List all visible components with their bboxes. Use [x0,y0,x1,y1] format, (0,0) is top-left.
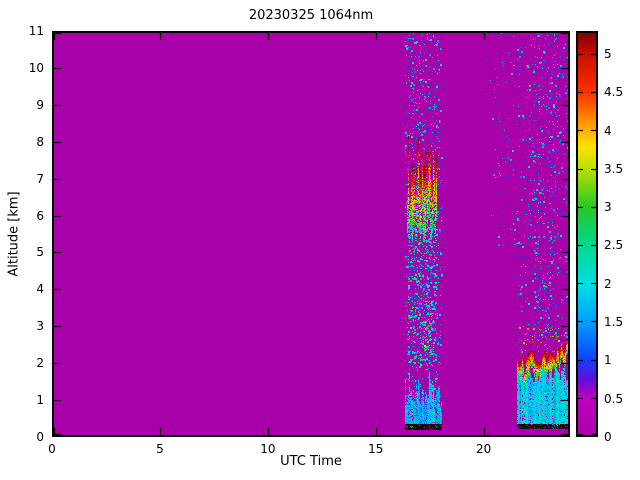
y-tick-label: 2 [36,356,44,371]
cb-tick-label: 3 [604,200,612,215]
cb-tick-label: 2 [604,276,612,291]
y-tick-label: 11 [28,24,44,38]
y-tick-label: 3 [36,319,44,334]
cb-tick-label: 4.5 [604,85,624,100]
heatmap-canvas [52,31,570,437]
cb-tick-label: 3.5 [604,161,624,176]
colorbar-canvas [576,31,598,437]
y-axis-label: Altitude [km] [6,191,22,277]
y-tick-label: 4 [36,282,44,297]
cb-tick-label: 1 [604,353,612,368]
y-tick-label: 7 [36,171,44,186]
x-tick-label: 5 [156,442,164,456]
y-tick-label: 9 [36,97,44,112]
y-tick-label: 10 [28,60,44,75]
x-tick-label: 10 [260,442,276,456]
chart-title: 20230325 1064nm [248,8,374,23]
cb-tick-label: 4 [604,123,612,138]
y-tick-label: 8 [36,134,44,149]
x-tick-label: 15 [368,442,384,456]
y-tick-label: 1 [36,393,44,408]
x-axis-label: UTC Time [280,454,342,469]
x-tick-label: 20 [476,442,492,456]
x-tick-label: 0 [48,442,56,456]
y-tick-label: 0 [36,430,44,444]
cb-tick-label: 2.5 [604,238,624,253]
cb-tick-label: 0 [604,430,612,444]
y-tick-label: 6 [36,208,44,223]
cb-tick-label: 0.5 [604,391,624,406]
cb-tick-label: 5 [604,46,612,61]
cb-tick-label: 1.5 [604,315,624,330]
y-tick-label: 5 [36,245,44,260]
